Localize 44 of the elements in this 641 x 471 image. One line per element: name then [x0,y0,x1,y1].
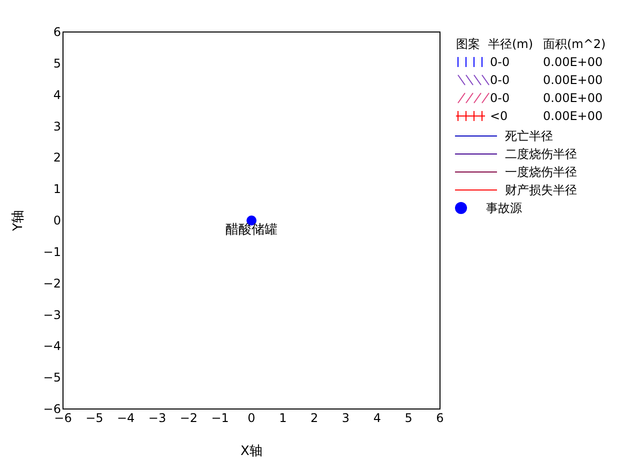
y-tick-label: −2 [43,276,61,290]
text: 0-0 [490,73,510,87]
annotation: 醋酸储罐 [226,222,278,238]
x-tick-label: 5 [404,411,412,425]
legend-label: 死亡半径 [505,129,553,143]
text: 0.00E+00 [543,91,603,105]
x-tick-label: −5 [86,411,104,425]
y-tick-label: −6 [43,402,61,416]
x-tick-label: 6 [436,411,444,425]
x-tick-label: 4 [373,411,381,425]
x-axis-title: X轴 [240,444,262,459]
text: 0.00E+00 [543,73,603,87]
y-tick-label: −4 [43,339,61,354]
legend-label: 二度烧伤半径 [505,147,577,161]
text: <0 [490,109,508,123]
x-tick-label: −1 [211,411,229,425]
y-tick-label: 5 [53,56,61,70]
legend-label: 一度烧伤半径 [505,165,577,179]
legend-label: 财产损失半径 [505,183,577,197]
y-axis-title: Y轴 [11,210,26,232]
text: 0-0 [490,55,510,69]
text: 面积(m^2) [543,37,606,51]
y-tick-label: 2 [53,150,61,165]
x-tick-label: 3 [342,411,350,425]
y-tick-label: 1 [53,182,61,196]
x-tick-label: 0 [248,411,256,425]
legend-label: 事故源 [486,201,522,215]
text: 0.00E+00 [543,109,603,123]
x-tick-label: −3 [148,411,166,425]
text: 半径(m) [488,37,534,51]
y-tick-label: 0 [53,214,61,228]
text: 0.00E+00 [543,55,603,69]
y-tick-label: −3 [43,308,61,322]
x-tick-label: −4 [116,411,135,425]
x-tick-label: 2 [310,411,318,425]
y-tick-label: 6 [53,25,61,39]
x-tick-label: −2 [180,411,198,425]
y-tick-label: −5 [43,370,61,385]
text: 图案 [456,37,480,51]
text: 0-0 [490,91,510,105]
x-tick-label: 1 [279,411,287,425]
y-tick-label: 4 [53,88,61,102]
y-tick-label: 3 [53,119,61,134]
y-tick-label: −1 [43,244,61,259]
